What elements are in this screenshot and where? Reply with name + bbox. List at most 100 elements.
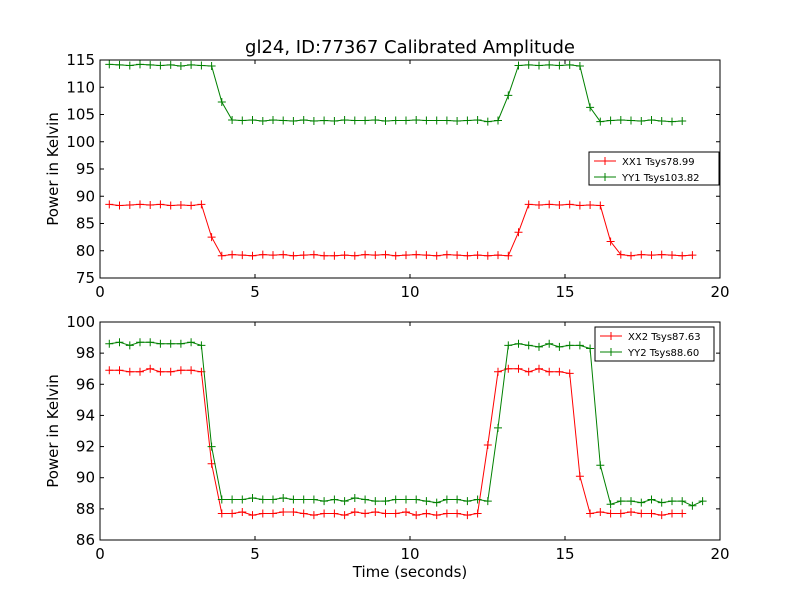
- data-point: [115, 201, 124, 210]
- data-point: [524, 341, 533, 350]
- data-point: [432, 116, 441, 125]
- data-point: [299, 509, 308, 518]
- data-point: [524, 367, 533, 376]
- data-point: [422, 497, 431, 506]
- y-axis-label: Power in Kelvin: [44, 112, 62, 226]
- data-point: [545, 200, 554, 209]
- data-point: [238, 251, 247, 260]
- legend-marker: [607, 348, 615, 356]
- data-point: [217, 495, 226, 504]
- data-point: [156, 61, 165, 70]
- data-point: [330, 495, 339, 504]
- y-tick-label: 96: [76, 375, 95, 393]
- data-point: [248, 511, 257, 520]
- data-point: [412, 511, 421, 520]
- data-point: [657, 511, 666, 520]
- data-point: [565, 60, 574, 69]
- data-point: [412, 250, 421, 259]
- data-point: [269, 251, 277, 260]
- legend: XX2 Tsys87.63 YY2 Tsys88.60: [594, 326, 715, 362]
- x-tick-label: 15: [555, 545, 574, 563]
- data-point: [320, 251, 329, 260]
- data-point: [166, 367, 175, 376]
- data-point: [494, 367, 502, 376]
- data-point: [422, 509, 431, 518]
- data-point: [166, 201, 175, 210]
- data-point: [176, 62, 185, 70]
- data-point: [330, 251, 339, 260]
- y-tick-label: 95: [76, 160, 95, 178]
- data-point: [187, 201, 196, 210]
- x-tick-label: 0: [95, 283, 105, 301]
- data-point: [555, 61, 564, 70]
- data-point: [340, 511, 349, 520]
- data-point: [289, 495, 298, 504]
- data-point: [473, 251, 482, 260]
- data-point: [238, 495, 247, 504]
- data-point: [350, 508, 359, 516]
- data-point: [473, 495, 482, 504]
- data-point: [657, 250, 666, 259]
- series-2: [105, 338, 707, 510]
- x-tick-label: 0: [95, 545, 105, 563]
- data-point: [463, 511, 472, 520]
- data-point: [412, 495, 421, 504]
- data-point: [586, 344, 595, 353]
- data-point: [258, 495, 267, 504]
- x-tick-label: 15: [555, 283, 574, 301]
- data-point: [402, 495, 410, 504]
- series-line: [109, 63, 683, 123]
- data-point: [514, 339, 523, 348]
- data-point: [647, 251, 656, 260]
- data-point: [228, 495, 237, 504]
- data-point: [381, 117, 390, 125]
- data-point: [412, 116, 421, 124]
- data-point: [381, 497, 390, 506]
- data-point: [350, 116, 359, 125]
- data-point: [269, 495, 277, 504]
- data-point: [176, 201, 185, 209]
- data-point: [309, 250, 318, 259]
- data-point: [483, 117, 492, 126]
- plot-panel-top: 0 5 10 15 20 75 80 85 90 95 100 105 110 115 Power in K…: [44, 51, 730, 301]
- data-point: [207, 442, 216, 451]
- y-tick-label: 75: [76, 269, 95, 287]
- data-point: [320, 509, 329, 518]
- data-point: [463, 251, 472, 260]
- data-point: [402, 116, 410, 125]
- y-tick-label: 80: [76, 242, 95, 260]
- data-point: [136, 338, 144, 347]
- data-point: [309, 495, 318, 504]
- y-tick-label: 100: [66, 133, 95, 151]
- data-point: [279, 116, 288, 125]
- data-point: [309, 117, 318, 125]
- data-point: [483, 251, 492, 260]
- data-point: [432, 511, 441, 520]
- data-point: [176, 366, 185, 375]
- data-point: [361, 495, 370, 504]
- data-point: [217, 251, 226, 260]
- data-point: [463, 116, 472, 125]
- y-tick-label: 98: [76, 344, 95, 362]
- data-point: [453, 251, 462, 260]
- data-point: [637, 250, 646, 259]
- data-point: [350, 494, 359, 502]
- data-point: [197, 341, 206, 350]
- data-point: [136, 367, 144, 376]
- y-tick-label: 85: [76, 215, 95, 233]
- data-point: [105, 200, 114, 209]
- data-point: [586, 103, 595, 112]
- data-point: [279, 250, 288, 259]
- data-point: [371, 497, 380, 506]
- data-point: [504, 251, 513, 260]
- data-point: [361, 509, 370, 518]
- data-point: [187, 366, 196, 375]
- data-point: [125, 367, 134, 376]
- chart-title: gl24, ID:77367 Calibrated Amplitude: [245, 37, 575, 58]
- data-point: [453, 495, 462, 504]
- x-axis-label: Time (seconds): [352, 563, 468, 581]
- data-point: [473, 509, 482, 518]
- data-point: [627, 251, 635, 260]
- data-point: [391, 495, 400, 504]
- data-point: [586, 509, 595, 518]
